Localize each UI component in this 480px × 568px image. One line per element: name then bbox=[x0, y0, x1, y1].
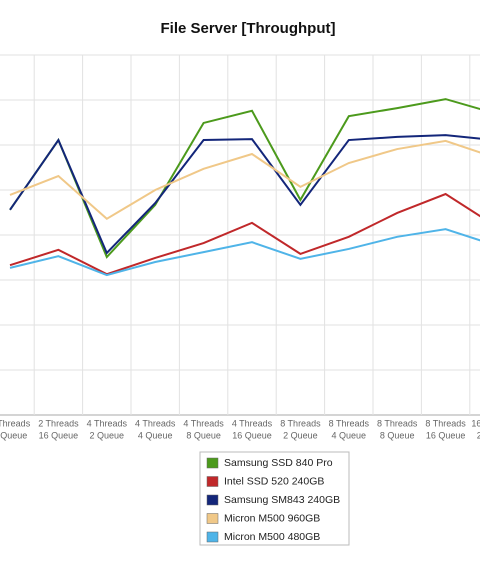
legend-label: Samsung SSD 840 Pro bbox=[224, 457, 333, 469]
x-tick-label: 8 Threads bbox=[280, 418, 321, 428]
legend-label: Intel SSD 520 240GB bbox=[224, 475, 324, 487]
legend-label: Micron M500 480GB bbox=[224, 531, 320, 543]
x-tick-label: 2 Queue bbox=[283, 430, 318, 440]
x-tick-label: 2 Queue bbox=[90, 430, 125, 440]
series-line bbox=[9, 192, 480, 276]
x-tick-label: 16 Queue bbox=[232, 430, 272, 440]
x-tick-label: 4 Threads bbox=[135, 418, 176, 428]
legend-box bbox=[199, 451, 350, 546]
x-tick-label: 8 Threads bbox=[329, 418, 370, 428]
chart-title: File Server [Throughput] bbox=[160, 20, 335, 37]
legend-swatch bbox=[206, 476, 219, 487]
legend-label: Samsung SM843 240GB bbox=[224, 494, 340, 506]
x-tick-label: 8 Queue bbox=[186, 430, 221, 440]
x-tick-label: 16 Threads bbox=[471, 418, 480, 428]
x-tick-label: 4 Queue bbox=[138, 430, 173, 440]
x-tick-label: 4 Threads bbox=[232, 418, 273, 428]
legend-swatch bbox=[206, 494, 219, 506]
x-tick-label: 16 Queue bbox=[39, 430, 79, 440]
x-tick-label: 2 Threads bbox=[38, 418, 79, 428]
x-tick-label: 8 Threads bbox=[425, 418, 466, 428]
series-line bbox=[9, 228, 480, 277]
x-tick-label: 2 Threads bbox=[0, 418, 31, 428]
legend-swatch bbox=[206, 513, 219, 524]
x-tick-label: 8 Queue bbox=[380, 430, 415, 440]
legend-swatch bbox=[206, 457, 219, 469]
x-tick-label: 8 Queue bbox=[0, 430, 27, 440]
legend-label: Micron M500 960GB bbox=[224, 512, 320, 524]
x-tick-label: 8 Threads bbox=[377, 418, 418, 428]
series-line bbox=[9, 134, 480, 255]
series-line bbox=[9, 98, 480, 259]
x-tick-label: 16 Queue bbox=[426, 430, 466, 440]
x-tick-label: 4 Queue bbox=[332, 430, 367, 440]
x-tick-label: 2 Queue bbox=[477, 430, 480, 440]
x-tick-label: 4 Threads bbox=[87, 418, 128, 428]
x-tick-label: 4 Threads bbox=[183, 418, 224, 428]
series-line bbox=[9, 139, 480, 221]
legend-swatch bbox=[206, 531, 219, 543]
